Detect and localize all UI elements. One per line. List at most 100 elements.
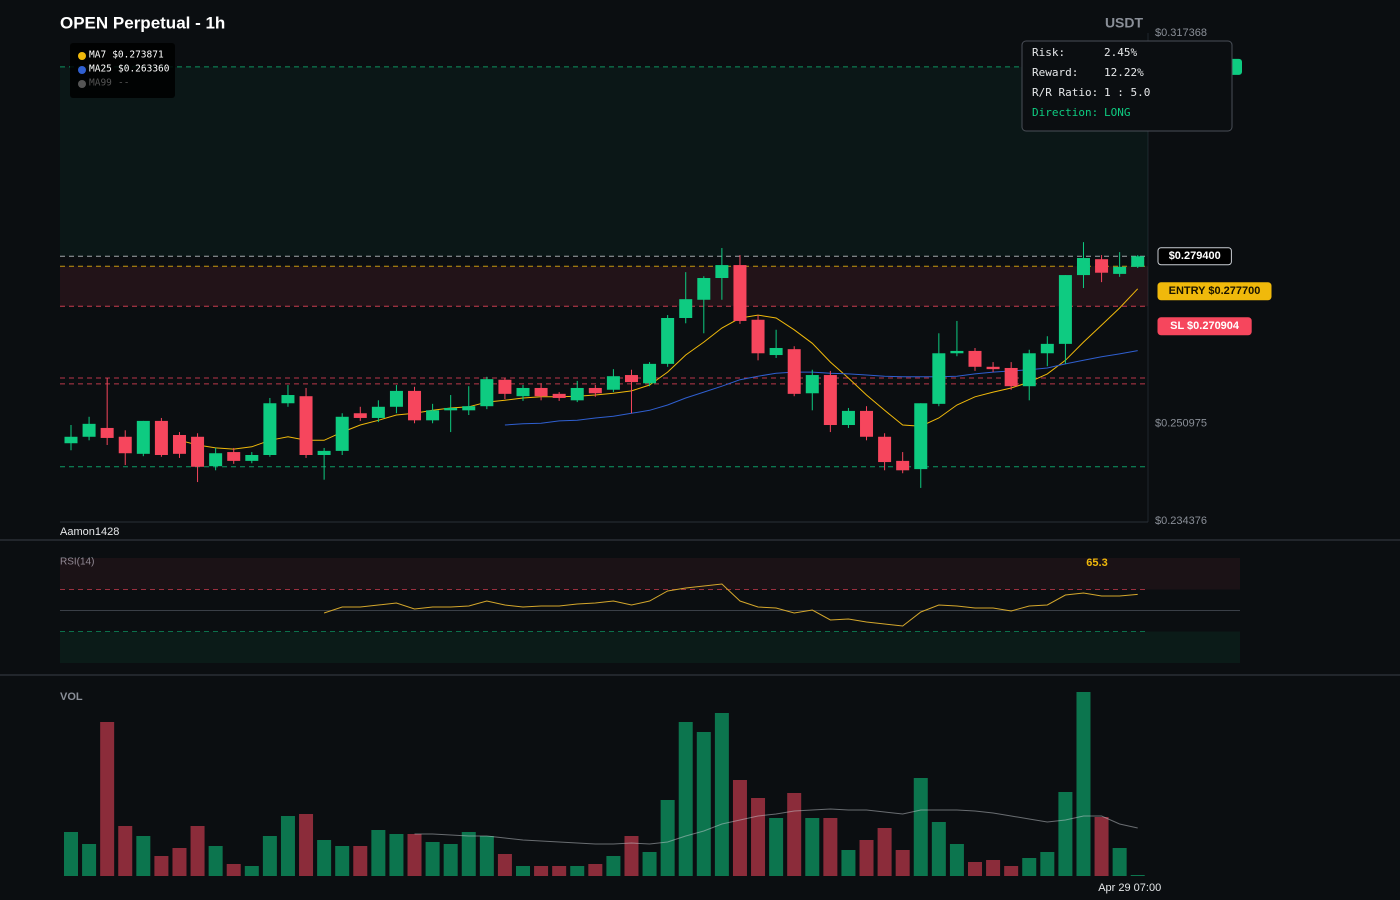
chart-title: OPEN Perpetual - 1h — [60, 13, 225, 32]
volume-title: VOL — [60, 691, 83, 703]
candle-body — [172, 435, 186, 454]
volume-bar — [280, 816, 295, 876]
candle-body — [245, 455, 259, 461]
watermark: Aamon1428 — [60, 526, 119, 538]
ma-line — [504, 350, 1138, 426]
volume-bar — [154, 856, 169, 876]
volume-bar — [841, 850, 856, 876]
volume-bar — [660, 800, 675, 876]
candle-body — [643, 363, 657, 384]
volume-bar — [497, 854, 512, 876]
volume-bar — [986, 860, 1001, 876]
volume-bar — [642, 852, 657, 876]
candle-body — [733, 265, 747, 321]
candle-body — [932, 353, 946, 404]
price-badge — [1157, 247, 1232, 266]
candle-body — [1131, 256, 1145, 267]
candle-body — [64, 436, 78, 444]
candle-body — [534, 387, 548, 397]
candle-body — [136, 420, 150, 454]
rsi-line — [323, 583, 1138, 627]
candle-body — [751, 319, 765, 354]
candle-body — [697, 278, 711, 300]
price-badge-label: $0.279400 — [1169, 250, 1221, 262]
rsi-overbought-zone — [60, 558, 1240, 590]
volume-bar — [913, 778, 928, 876]
info-label: Risk: — [1032, 46, 1065, 59]
candle-body — [1004, 367, 1018, 387]
volume-bar — [751, 798, 766, 876]
info-label: Direction: — [1032, 106, 1098, 119]
volume-bar — [895, 850, 910, 876]
candle-body — [769, 347, 783, 356]
volume-bar — [226, 864, 241, 876]
volume-bar — [208, 846, 223, 876]
volume-bar — [461, 832, 476, 876]
volume-bar — [479, 836, 494, 876]
volume-bar — [425, 842, 440, 876]
volume-bar — [353, 846, 368, 876]
candle-body — [408, 390, 422, 421]
volume-bar — [588, 864, 603, 876]
volume-bar — [570, 866, 585, 876]
candle-body — [154, 420, 168, 456]
volume-bar — [859, 840, 874, 876]
candle-body — [498, 379, 512, 394]
volume-bar — [371, 830, 386, 876]
risk-zone — [60, 266, 1148, 307]
candle-body — [968, 350, 982, 367]
candle-body — [209, 453, 223, 467]
candle-body — [570, 387, 584, 401]
volume-bar — [100, 722, 115, 876]
info-label: R/R Ratio: — [1032, 86, 1098, 99]
rsi-title: RSI(14) — [60, 557, 94, 568]
candle-body — [299, 396, 313, 456]
candle-body — [606, 376, 620, 390]
volume-bar — [335, 846, 350, 876]
y-tick-label: $0.317368 — [1155, 27, 1207, 39]
candle-body — [480, 379, 494, 407]
volume-bar — [190, 826, 205, 876]
candle-body — [1058, 275, 1072, 344]
candle-body — [588, 387, 602, 394]
volume-bar — [317, 840, 332, 876]
volume-bar — [1004, 866, 1019, 876]
volume-bar — [1022, 858, 1037, 876]
candle-body — [896, 460, 910, 471]
price-badge — [1157, 282, 1272, 301]
legend-dot — [78, 66, 86, 74]
info-box — [1021, 40, 1233, 132]
candle-body — [841, 410, 855, 426]
candle-body — [1095, 259, 1109, 273]
volume-bar — [244, 866, 259, 876]
volume-bar — [1076, 692, 1091, 876]
candle-body — [805, 375, 819, 394]
volume-bar — [678, 722, 693, 876]
candle-body — [1040, 343, 1054, 354]
volume-bar — [769, 818, 784, 876]
candle-body — [462, 406, 476, 411]
candle-body — [552, 393, 566, 398]
info-label: Reward: — [1032, 66, 1078, 79]
candle-body — [100, 427, 114, 438]
volume-bar — [1112, 848, 1127, 876]
candle-body — [281, 395, 295, 404]
volume-bar — [968, 862, 982, 876]
candle-body — [444, 407, 458, 411]
candle-body — [263, 403, 277, 456]
volume-bar — [1094, 817, 1109, 876]
candle-body — [914, 403, 928, 470]
info-value: 1 : 5.0 — [1104, 86, 1150, 99]
legend-box — [70, 43, 175, 98]
candle-body — [389, 390, 403, 407]
volume-ma-line — [414, 808, 1138, 845]
volume-bar — [299, 814, 314, 876]
legend-value: $0.273871 — [112, 50, 164, 61]
volume-bar — [823, 818, 838, 876]
volume-bar — [407, 834, 422, 876]
volume-bar — [389, 834, 404, 876]
candle-body — [335, 416, 349, 451]
candle-body — [353, 413, 367, 418]
price-badge-label: ENTRY $0.277700 — [1169, 285, 1261, 297]
legend-name: MA99 — [89, 78, 112, 89]
